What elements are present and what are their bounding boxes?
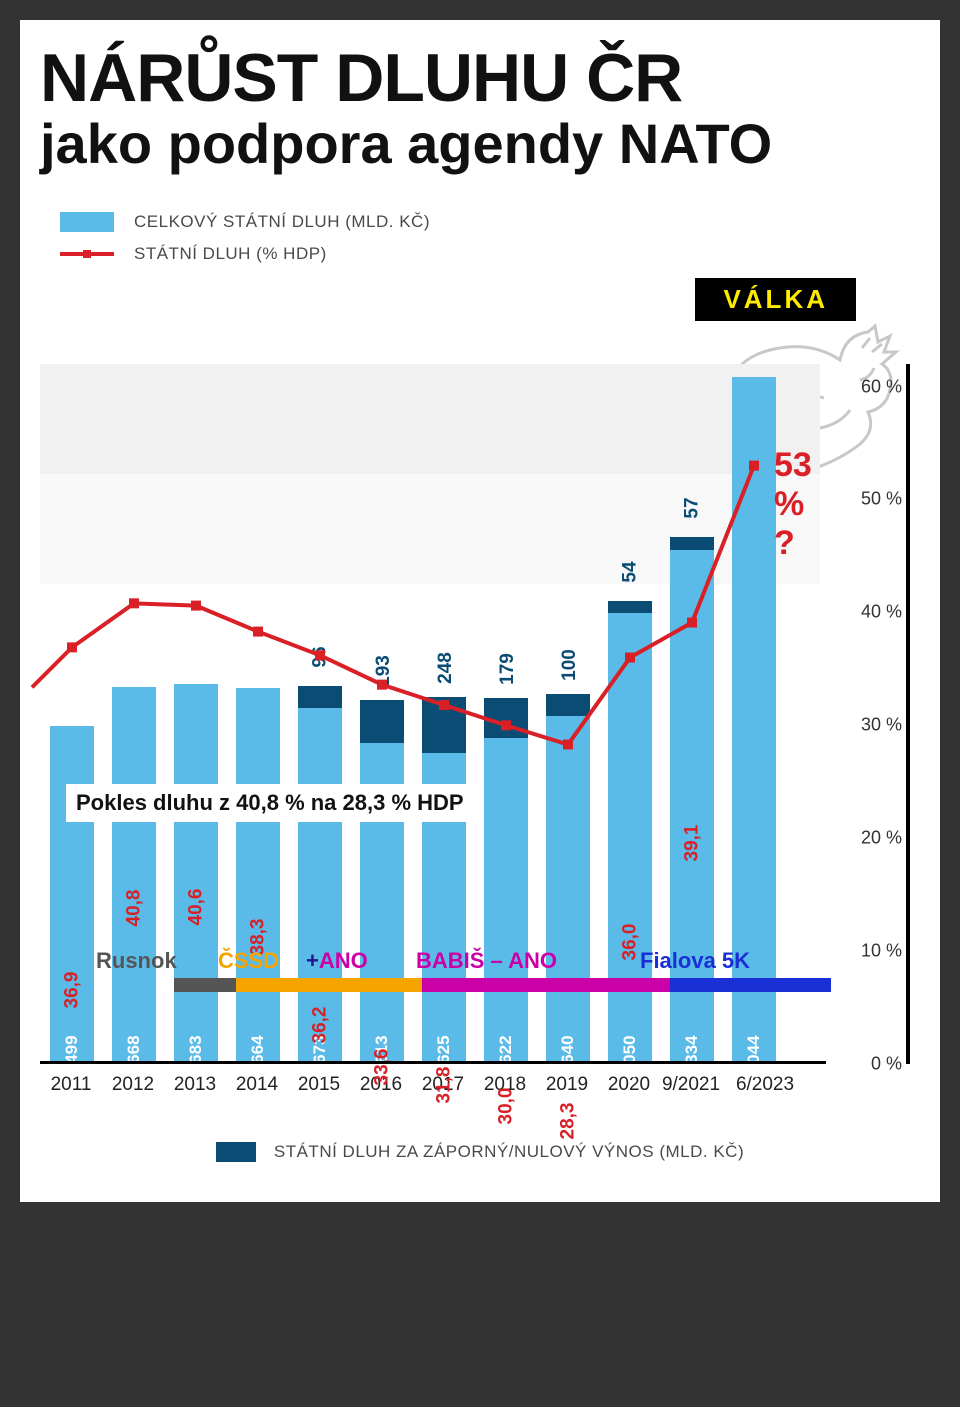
page: NÁRŮST DLUHU ČR jako podpora agendy NATO… [20, 20, 940, 1202]
big53-label: 53 % ? [774, 446, 820, 563]
page-subtitle: jako podpora agendy NATO [40, 116, 920, 172]
pct-label: 31,8 [433, 1067, 455, 1104]
gov-label-čssd: ČSSD [218, 948, 279, 974]
y-axis-line [906, 364, 910, 1064]
pct-label: 30,0 [495, 1088, 517, 1125]
pct-label: 28,3 [557, 1103, 579, 1140]
gov-label-plus-ano: +ANO [306, 948, 368, 974]
page-title: NÁRŮST DLUHU ČR [40, 44, 920, 112]
legend-bottom: STÁTNÍ DLUH ZA ZÁPORNÝ/NULOVÝ VÝNOS (MLD… [40, 1142, 920, 1162]
gov-bar-rusnok [174, 978, 236, 992]
gov-label-rusnok: Rusnok [96, 948, 177, 974]
swatch-darkblue [216, 1142, 256, 1162]
legend-pct-gdp: STÁTNÍ DLUH (% HDP) [60, 244, 920, 264]
legend-pct-gdp-label: STÁTNÍ DLUH (% HDP) [134, 244, 327, 264]
gov-bar-babiš – ano [422, 978, 670, 992]
ytick-label: 0 % [871, 1054, 902, 1075]
y-axis-right: 0 %10 %20 %30 %40 %50 %60 % [820, 364, 910, 1064]
ytick-label: 30 % [861, 715, 902, 736]
legend-bottom-label: STÁTNÍ DLUH ZA ZÁPORNÝ/NULOVÝ VÝNOS (MLD… [274, 1142, 744, 1162]
legend-total-debt: CELKOVÝ STÁTNÍ DLUH (MLD. KČ) [60, 212, 920, 232]
swatch-lightblue [60, 212, 114, 232]
ytick-label: 10 % [861, 941, 902, 962]
note-box: Pokles dluhu z 40,8 % na 28,3 % HDP [66, 784, 474, 822]
legend-total-debt-label: CELKOVÝ STÁTNÍ DLUH (MLD. KČ) [134, 212, 430, 232]
gov-label-fialova 5k: Fialova 5K [640, 948, 750, 974]
ytick-label: 40 % [861, 602, 902, 623]
gov-bar-čssd [236, 978, 422, 992]
chart-area: 1 49936,91 66840,81 68340,61 66438,31 67… [40, 364, 820, 1064]
x-axis-labels: 2011201220132014201520162017201820192020… [40, 1074, 920, 1096]
gov-label-babiš – ano: BABIŠ – ANO [416, 948, 557, 974]
ytick-label: 50 % [861, 489, 902, 510]
legend-top: CELKOVÝ STÁTNÍ DLUH (MLD. KČ) STÁTNÍ DLU… [60, 212, 920, 264]
gov-bar-fialova 5k [670, 978, 831, 992]
government-strip: Rusnok ČSSD +ANO BABIŠ – ANO Fialova 5K [40, 948, 820, 992]
ytick-label: 60 % [861, 376, 902, 397]
x-baseline [40, 1061, 826, 1064]
ytick-label: 20 % [861, 828, 902, 849]
swatch-red-line [60, 252, 114, 256]
valka-badge: VÁLKA [695, 278, 856, 321]
